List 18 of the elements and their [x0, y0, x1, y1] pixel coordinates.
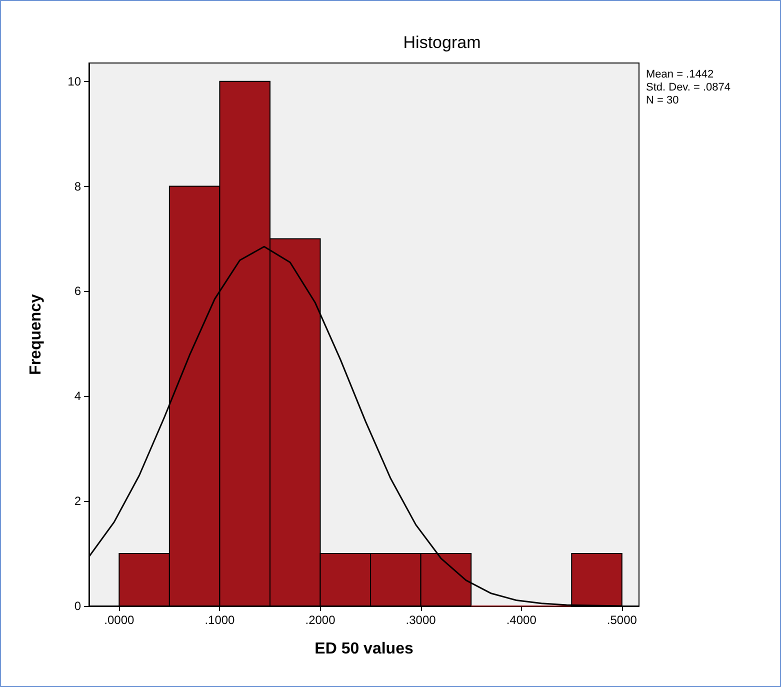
chart-title: Histogram	[403, 33, 481, 52]
x-tick-label: .5000	[606, 613, 638, 627]
x-tick-label: .2000	[305, 613, 336, 627]
x-tick-label: .3000	[406, 613, 436, 627]
y-tick-label: 4	[74, 389, 82, 404]
x-tick-label: .0000	[104, 613, 135, 627]
text: Mean = .1442	[646, 68, 714, 80]
x-tick-label: .4000	[506, 613, 537, 627]
text: Std. Dev. = .0874	[646, 82, 730, 94]
y-tick-label: 8	[74, 179, 82, 194]
text: N = 30	[646, 94, 679, 106]
y-axis-title: Frequency	[28, 294, 44, 375]
y-tick-label: 10	[68, 74, 82, 88]
x-tick-label: .1000	[204, 613, 236, 627]
x-axis-title: ED 50 values	[314, 640, 414, 658]
y-tick-label: 0	[74, 599, 82, 613]
y-tick-label: 2	[74, 494, 82, 508]
y-tick-label: 6	[74, 284, 82, 298]
